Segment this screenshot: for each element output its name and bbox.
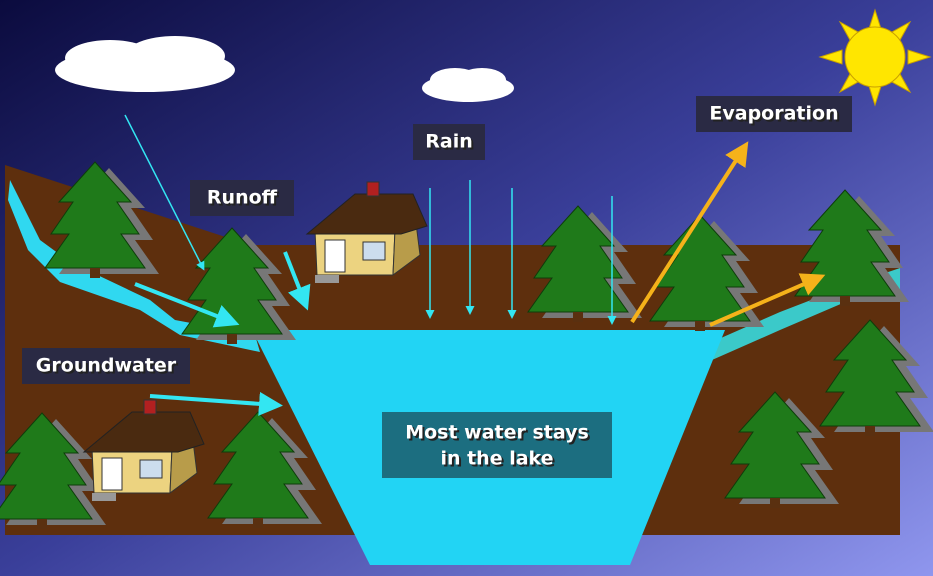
- runoff-arrows: [134, 251, 311, 416]
- runoff-label: Runoff Runoff: [190, 180, 294, 216]
- label-text: in the lake: [440, 448, 553, 470]
- label-shadow: Evaporation: [711, 105, 840, 127]
- rain-arrows: [124, 114, 617, 325]
- label-shadow: Most water stays: [407, 424, 591, 446]
- rain-label: Rain Rain: [413, 124, 485, 160]
- evaporation-arrows: [630, 141, 826, 327]
- label-shadow: Rain: [427, 133, 475, 155]
- label-shadow: Groundwater: [38, 357, 179, 379]
- label-text: Evaporation: [709, 103, 838, 125]
- label-text: Most water stays: [405, 422, 589, 444]
- sun: [818, 8, 932, 107]
- clouds: [55, 36, 514, 102]
- label-shadow: in the lake: [442, 450, 555, 472]
- label-text: Runoff: [207, 187, 278, 209]
- label-text: Rain: [425, 131, 473, 153]
- label-text: Groundwater: [36, 355, 177, 377]
- lake-label: Most water stays Most water stays in the…: [382, 412, 612, 478]
- groundwater-label: Groundwater Groundwater: [22, 348, 190, 384]
- label-shadow: Runoff: [209, 189, 280, 211]
- evaporation-label: Evaporation Evaporation: [696, 96, 852, 132]
